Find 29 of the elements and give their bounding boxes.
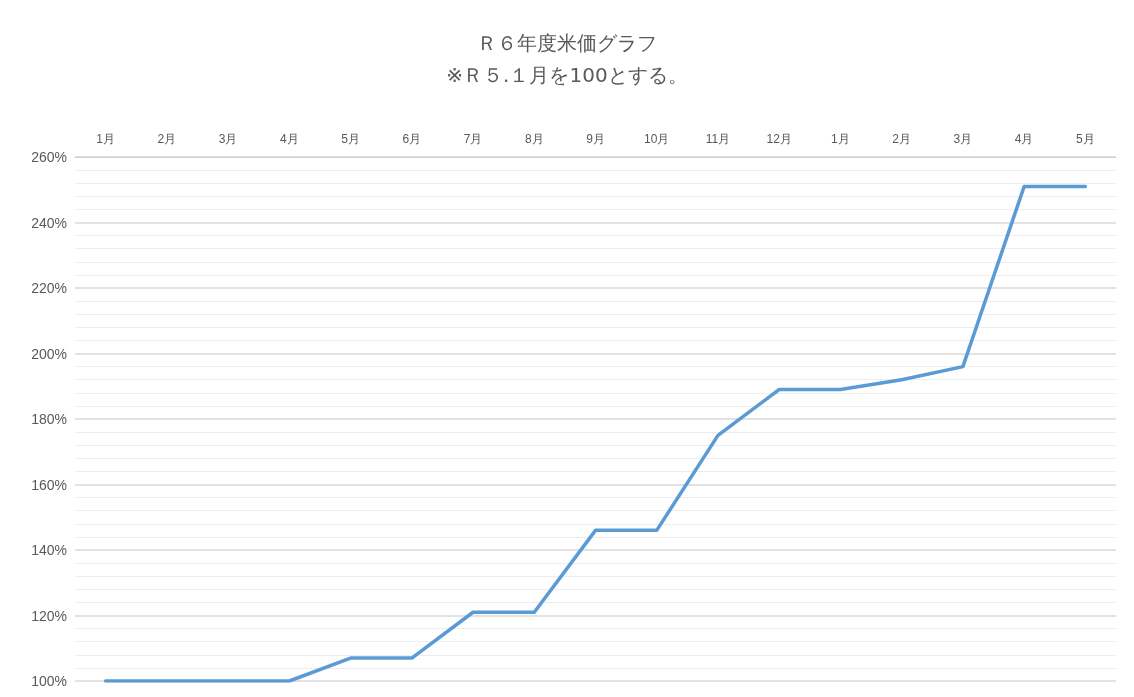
y-tick-label: 240%	[31, 214, 67, 231]
x-tick-label: 4月	[279, 132, 299, 146]
x-tick-label: 1月	[831, 132, 850, 146]
x-tick-label: 11月	[705, 132, 731, 146]
x-tick-label: 10月	[644, 132, 670, 146]
x-tick-label: 5月	[1076, 132, 1095, 146]
y-tick-label: 180%	[31, 411, 67, 427]
y-tick-label: 100%	[31, 673, 67, 689]
x-tick-label: 3月	[218, 132, 238, 146]
x-tick-label: 8月	[524, 132, 544, 146]
x-tick-label: 1月	[96, 132, 115, 146]
x-tick-label: 2月	[892, 132, 912, 146]
y-tick-label: 200%	[31, 345, 67, 362]
x-tick-label: 2月	[157, 132, 177, 146]
chart-subtitle: ※Ｒ５.１月を100とする。	[446, 63, 688, 87]
x-tick-label: 7月	[463, 132, 483, 146]
y-tick-label: 220%	[31, 280, 67, 296]
y-tick-label: 160%	[31, 476, 67, 493]
y-tick-label: 140%	[31, 542, 67, 558]
x-tick-label: 12月	[766, 132, 792, 146]
y-tick-label: 260%	[31, 149, 67, 165]
x-tick-label: 5月	[341, 132, 360, 146]
x-tick-label: 9月	[586, 132, 605, 146]
x-tick-label: 6月	[402, 132, 422, 146]
line-series	[103, 184, 1088, 683]
x-tick-label: 3月	[953, 132, 973, 146]
chart-title: Ｒ６年度米価グラフ	[477, 31, 657, 55]
x-tick-label: 4月	[1014, 132, 1034, 146]
y-tick-label: 120%	[31, 607, 67, 624]
